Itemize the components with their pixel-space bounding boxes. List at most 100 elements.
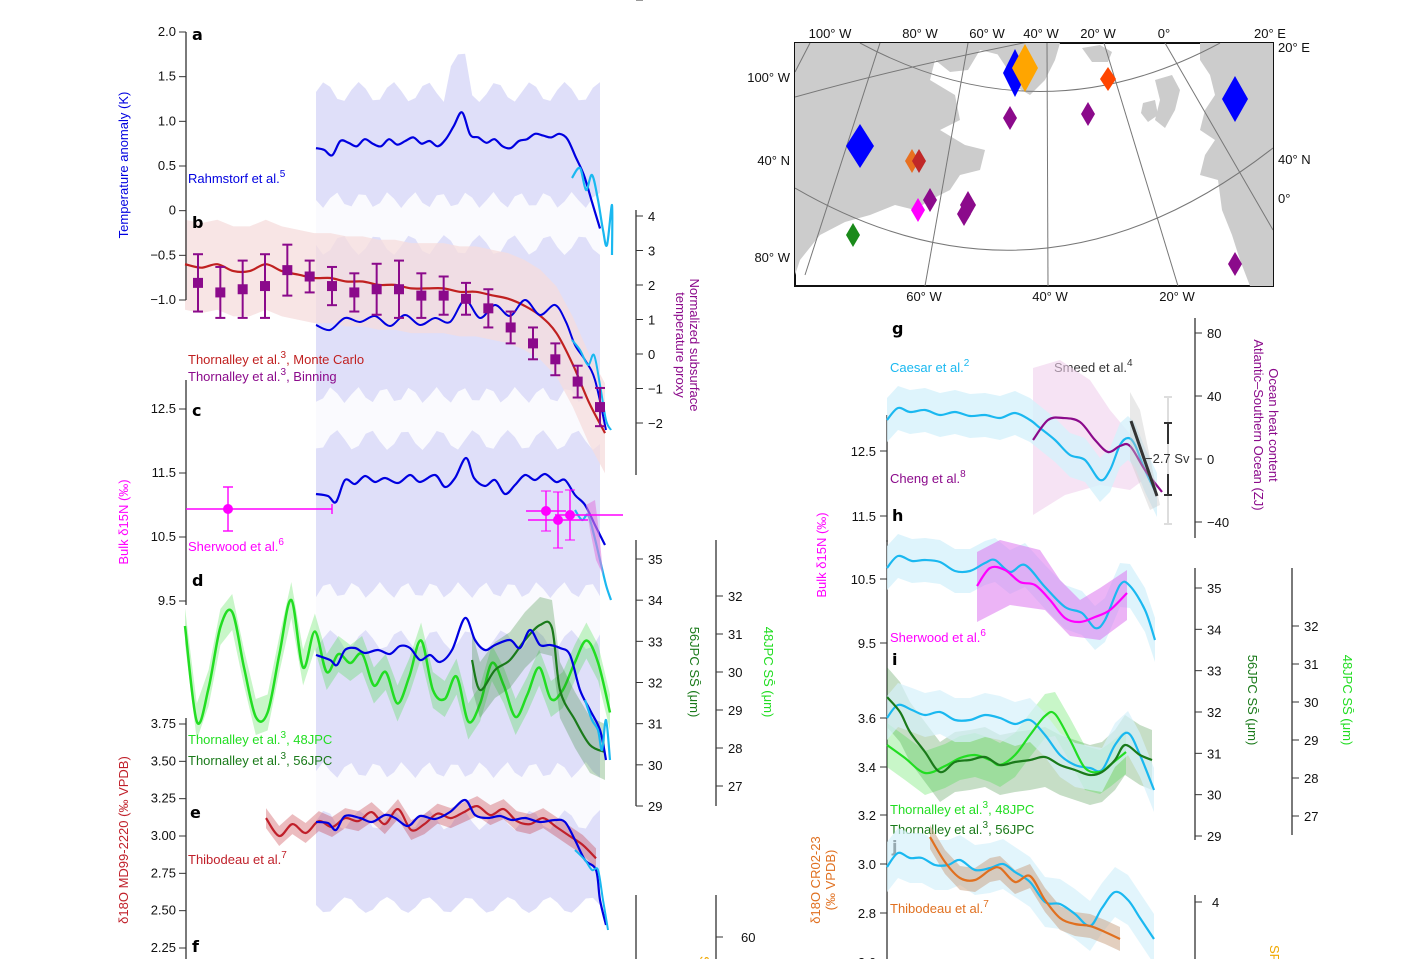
axis-b-right-tick-label: 0 [648, 347, 655, 362]
axis-e-tick-label: 2.75 [151, 865, 176, 880]
graticule-line [924, 43, 969, 286]
legend-binning: Thornalley et al.3, Binning [188, 367, 337, 384]
axis-d-right2-tick-label: 31 [728, 627, 742, 642]
axis-b-right-tick-label: 3 [648, 244, 655, 259]
panel-label-b: b [192, 213, 203, 232]
axis-c-tick-label: 12.5 [151, 401, 176, 416]
axis-e-tick-label: 3.50 [151, 753, 176, 768]
sherwood-point [541, 506, 551, 516]
axis-a-tick-label: −1.0 [150, 292, 176, 307]
legend-cheng: Cheng et al.8 [890, 469, 966, 486]
sherwood-point [565, 510, 575, 520]
axis-b-title: Normalized subsurfacetemperature proxy [673, 279, 702, 412]
binning-point [215, 287, 226, 298]
axis-a-tick-label: 0.5 [158, 158, 176, 173]
map-marker [923, 188, 937, 212]
panel-label-c: c [192, 401, 201, 420]
map-top-label: 20° W [1080, 26, 1116, 41]
axis-i-right1-tick-label: 32 [1207, 705, 1221, 720]
map-top-label: 20° E [1254, 26, 1286, 41]
axis-i-right1-tick-label: 35 [1207, 581, 1221, 596]
binning-point [282, 265, 293, 276]
axis-d-right2-tick-label: 30 [728, 665, 742, 680]
axis-b-right-tick-label: −2 [648, 416, 663, 431]
series-rahmstorf-b [315, 299, 607, 431]
axis-j-tick-label: 2.8 [858, 906, 876, 921]
graticule-parallel [859, 43, 1221, 92]
axis-d-right1-tick-label: 35 [648, 552, 662, 567]
axis-a-title: Temperature anomaly (K) [116, 92, 131, 239]
sherwood-band-c [586, 500, 603, 575]
axis-d-right2-tick-label: 32 [728, 589, 742, 604]
band-gap [316, 387, 600, 450]
axis-f-right1-tick-label: 4 [648, 0, 655, 3]
axis-e-tick-label: 3.25 [151, 791, 176, 806]
panel-label-i: i [892, 650, 897, 669]
axis-a-tick-label: 0 [169, 203, 176, 218]
axis-d-right2-tick-label: 29 [728, 703, 742, 718]
axis-i-right2-tick-label: 30 [1304, 695, 1318, 710]
binning-point [461, 293, 471, 304]
panel-label-g: g [892, 319, 903, 338]
graticule-line [804, 43, 881, 276]
axis-c-title: Bulk δ15N (‰) [116, 479, 131, 564]
axis-c-tick-label: 10.5 [151, 529, 176, 544]
axis-i-tick-label: 3.2 [858, 808, 876, 823]
sherwood-point [553, 515, 563, 525]
axis-d-right1-tick-label: 30 [648, 758, 662, 773]
map-top-label: 60° W [969, 26, 1005, 41]
axis-i-right1-tick-label: 34 [1207, 622, 1221, 637]
map-left-label: 80° W [754, 250, 790, 265]
series-caesar-h [886, 554, 1157, 641]
binning-point [371, 284, 382, 295]
map-marker [1003, 106, 1017, 130]
axis-j-right2-title-partial: SF [1267, 945, 1282, 959]
binning-point [528, 338, 538, 349]
graticule-parallel [795, 147, 1273, 251]
legend-monte-carlo: Thornalley et al.3, Monte Carlo [188, 350, 364, 367]
map-bottom-label: 60° W [906, 289, 942, 304]
map-top-label: 100° W [809, 26, 853, 41]
axis-d-right2-title: 48JPC SS̄ (μm) [761, 627, 776, 718]
axis-b-right-tick-label: 2 [648, 278, 655, 293]
graticule-line [1164, 43, 1273, 231]
axis-i-right2-tick-label: 31 [1304, 657, 1318, 672]
axis-j-title: δ18O CR02-23(‰ VPDB) [808, 836, 838, 923]
graticule-line [1103, 43, 1179, 286]
legend-sherwood-h: Sherwood et al.6 [890, 628, 986, 645]
map-bottom-label: 20° W [1159, 289, 1195, 304]
axis-g-right-tick-label: 80 [1207, 326, 1221, 341]
band-gap [316, 762, 600, 830]
axis-e-title: δ18O MD99-2220 (‰ VPDB) [116, 756, 131, 924]
axis-i-right2-tick-label: 28 [1304, 771, 1318, 786]
axis-g-tick-label: 12.5 [851, 444, 876, 459]
map-marker [846, 124, 874, 168]
binning-point [237, 284, 248, 295]
thibodeau-band-e [266, 796, 596, 869]
legend-caesar: Caesar et al.2 [890, 358, 970, 375]
axis-a-tick-label: 2.0 [158, 24, 176, 39]
axis-f-title-partial: S [697, 956, 712, 959]
map-right-label: 0° [1278, 191, 1290, 206]
thibodeau-band-j [930, 825, 1120, 951]
series-rahmstorf-c [315, 456, 606, 546]
axis-i-right2-tick-label: 32 [1304, 619, 1318, 634]
binning-point [550, 354, 561, 365]
axis-h-tick-label: 9.5 [858, 636, 876, 651]
series-48jpc-d [183, 598, 612, 725]
series-smeed [1129, 420, 1159, 497]
series-cheng-g [1032, 416, 1163, 493]
series-caesar-b [571, 339, 612, 431]
axis-g-right-tick-label: 40 [1207, 389, 1221, 404]
binning-point [349, 287, 360, 298]
map-left-label: 40° N [757, 153, 790, 168]
jpc48-band-d [185, 582, 610, 740]
land-iceland [1082, 45, 1112, 62]
map-right-label: 40° N [1278, 152, 1311, 167]
map-marker [1222, 76, 1248, 122]
map-left-label: 100° W [747, 70, 791, 85]
axis-c-tick-label: 11.5 [152, 465, 176, 480]
map-content [795, 43, 1273, 286]
land-ireland [1141, 100, 1158, 122]
sherwood-band-h [977, 540, 1127, 640]
